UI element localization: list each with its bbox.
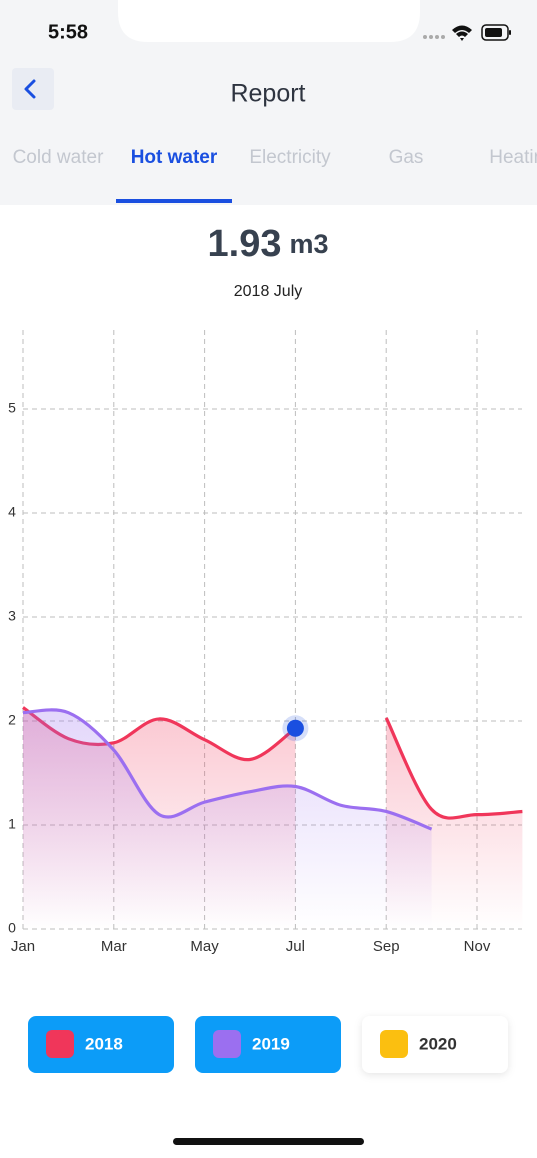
y-tick-label: 3 [8, 608, 16, 624]
tab[interactable]: Heating [489, 147, 537, 168]
notch [118, 0, 420, 42]
legend-button[interactable]: 2019 [195, 1016, 341, 1073]
legend-button[interactable]: 2020 [362, 1016, 508, 1073]
highlight-point[interactable] [286, 719, 304, 737]
x-tick-label: Nov [464, 938, 491, 955]
y-tick-label: 0 [8, 920, 16, 936]
tab-underline [116, 199, 232, 203]
x-tick-label: Mar [101, 938, 127, 955]
legend: 2018 2019 2020 [28, 1016, 508, 1073]
x-tick-label: May [190, 938, 219, 955]
status-icons [423, 24, 511, 41]
reading-value: 1.93 [208, 223, 282, 265]
legend-swatch [46, 1030, 74, 1058]
x-tick-label: Jul [286, 938, 305, 955]
y-tick-label: 1 [8, 816, 16, 832]
reading-period: 2018 July [234, 283, 303, 300]
legend-button[interactable]: 2018 [28, 1016, 174, 1073]
header-title: Report [230, 80, 305, 108]
series-line [22, 708, 433, 831]
reading-unit: m3 [289, 229, 328, 259]
series-area [23, 709, 432, 929]
legend-swatch [213, 1030, 241, 1058]
legend-label: 2018 [85, 1034, 123, 1053]
legend-label: 2019 [252, 1034, 290, 1053]
y-tick-label: 4 [8, 504, 16, 520]
x-tick-label: Sep [373, 938, 400, 955]
series-line [384, 717, 523, 820]
tab[interactable]: Hot water [131, 147, 218, 168]
tab[interactable]: Gas [389, 147, 424, 168]
tab[interactable]: Cold water [13, 147, 104, 168]
home-indicator [173, 1138, 364, 1145]
status-time: 5:58 [48, 21, 88, 43]
y-tick-label: 5 [8, 400, 16, 416]
y-tick-label: 2 [8, 712, 16, 728]
legend-label: 2020 [419, 1034, 457, 1053]
tab[interactable]: Electricity [249, 147, 331, 168]
back-button[interactable] [12, 68, 54, 110]
x-tick-label: Jan [11, 938, 35, 955]
chart: Jan Mar May Jul Sep Nov 0 1 2 3 4 5 [8, 329, 523, 955]
reading: 1.93 m3 [208, 223, 329, 265]
legend-swatch [380, 1030, 408, 1058]
